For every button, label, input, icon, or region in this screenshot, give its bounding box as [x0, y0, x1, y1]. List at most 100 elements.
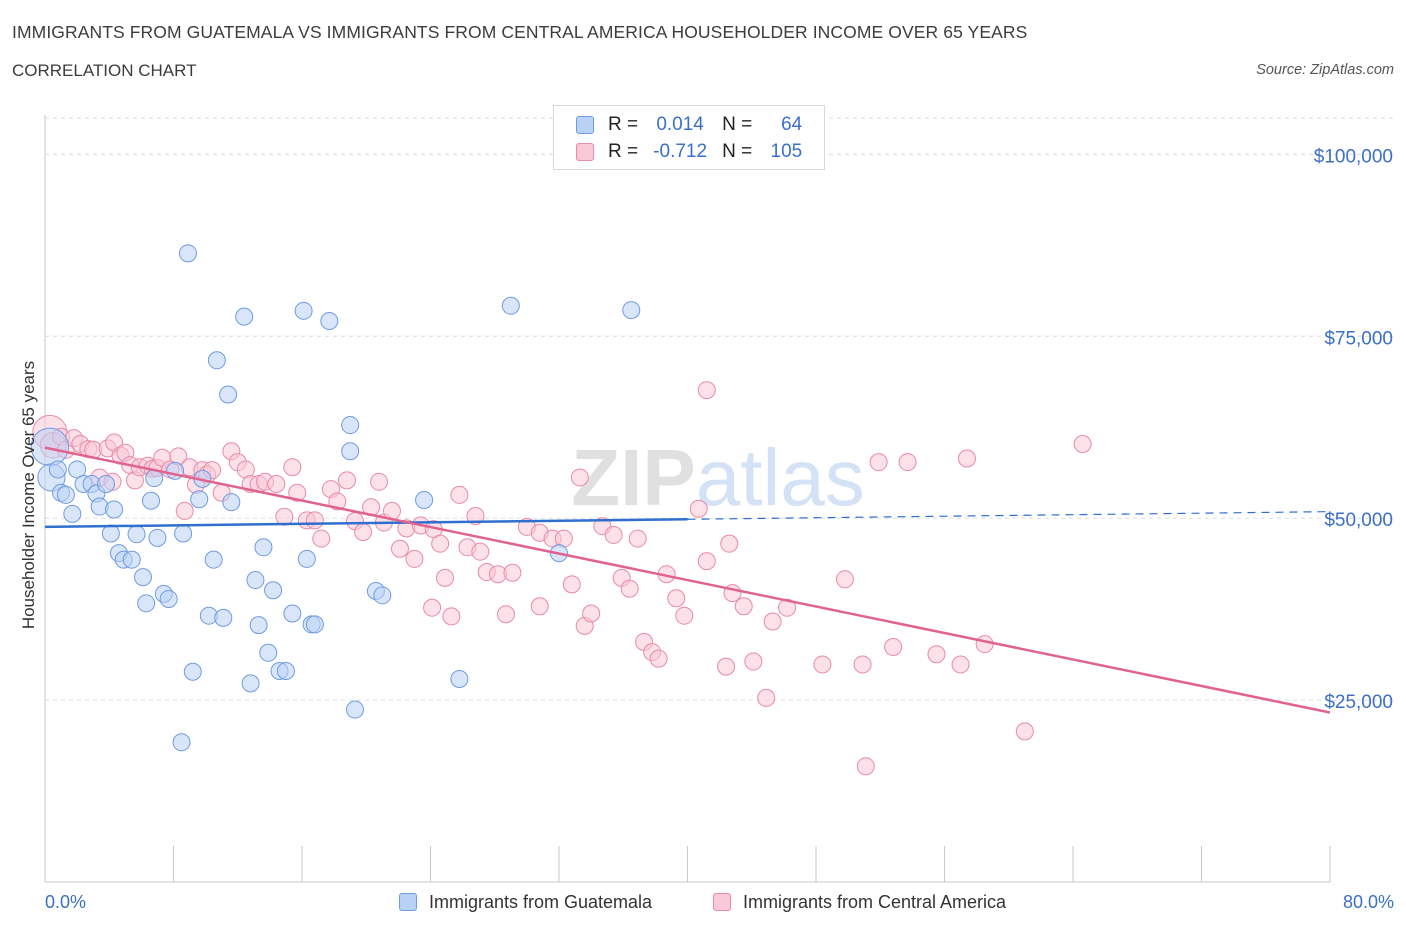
central-america-point	[957, 449, 976, 468]
trend-line-guatemala	[44, 518, 688, 529]
y-tick-label: $25,000	[1324, 692, 1393, 713]
guatemala-point	[415, 491, 434, 509]
central-america-point	[667, 589, 686, 608]
x-tick-min: 0.0%	[45, 892, 87, 912]
guatemala-point	[105, 500, 124, 519]
central-america-point	[628, 529, 647, 548]
central-america-point	[354, 523, 373, 542]
x-tick-max: 80.0%	[1342, 892, 1394, 912]
central-america-point	[813, 655, 832, 674]
legend-r-label: R =	[608, 114, 639, 135]
central-america-point	[267, 474, 286, 493]
central-america-point	[530, 597, 549, 616]
central-america-point	[496, 605, 515, 624]
central-america-point	[689, 499, 708, 518]
central-america-point	[466, 507, 485, 526]
guatemala-point	[259, 643, 278, 662]
central-america-point	[582, 604, 601, 623]
guatemala-point	[501, 296, 520, 315]
central-america-point	[405, 549, 424, 568]
legend-swatch-guatemala	[576, 116, 594, 134]
central-america-point	[720, 534, 739, 553]
central-america-point	[763, 612, 782, 631]
guatemala-point	[294, 301, 313, 320]
guatemala-point	[207, 351, 226, 370]
guatemala-point	[276, 661, 295, 680]
chart-subtitle: CORRELATION CHART	[12, 61, 197, 80]
central-america-point	[431, 534, 450, 553]
central-america-point	[734, 597, 753, 616]
guatemala-point	[235, 307, 254, 326]
central-america-point	[898, 453, 917, 472]
legend-label-guatemala: Immigrants from Guatemala	[429, 891, 653, 912]
grid-lines	[45, 117, 1395, 701]
central-america-point	[856, 757, 875, 776]
central-america-point	[697, 381, 716, 400]
guatemala-point	[48, 460, 67, 479]
legend-n-label: N =	[722, 114, 753, 135]
central-america-point	[423, 598, 442, 617]
y-tick-labels: $25,000 $50,000 $75,000 $100,000	[1314, 146, 1393, 713]
guatemala-point	[122, 550, 141, 569]
central-america-point	[275, 507, 294, 526]
guatemala-point	[297, 549, 316, 568]
legend-swatch-central-america	[713, 893, 731, 911]
central-america-point	[951, 655, 970, 674]
legend-swatch-central-america	[576, 143, 594, 161]
guatemala-point	[450, 669, 469, 688]
legend-label-central-america: Immigrants from Central America	[743, 891, 1007, 912]
guatemala-point	[159, 589, 178, 608]
guatemala-point	[373, 586, 392, 605]
central-america-point	[175, 501, 194, 520]
central-america-point	[337, 471, 356, 490]
central-america-point	[744, 652, 763, 671]
guatemala-point	[101, 524, 120, 543]
central-america-point	[1015, 722, 1034, 741]
guatemala-point	[246, 571, 265, 590]
central-america-point	[757, 688, 776, 707]
central-america-point	[884, 637, 903, 656]
guatemala-point	[172, 733, 191, 752]
legend-n-value: 64	[781, 114, 803, 135]
guatemala-point	[341, 442, 360, 461]
legend-row-central-america: R = -0.712 N = 105	[576, 140, 802, 164]
central-america-point	[442, 607, 461, 626]
central-america-point	[853, 655, 872, 674]
guatemala-point	[241, 674, 260, 693]
guatemala-point	[320, 312, 339, 331]
legend-r-label: R =	[608, 141, 639, 162]
central-america-point	[370, 472, 389, 491]
series-guatemala	[30, 244, 641, 752]
legend-n-value: 105	[770, 141, 803, 162]
series-central-america	[32, 381, 1092, 776]
guatemala-point	[214, 608, 233, 627]
central-america-point	[717, 657, 736, 676]
central-america-point	[471, 542, 490, 561]
central-america-point	[927, 645, 946, 664]
legend-r-value: 0.014	[656, 114, 704, 135]
central-america-point	[570, 468, 589, 487]
source-label: Source: ZipAtlas.com	[1256, 62, 1394, 78]
trend-line-guatemala-extension	[687, 511, 1331, 520]
central-america-point	[390, 539, 409, 558]
central-america-point	[869, 453, 888, 472]
guatemala-point	[346, 700, 365, 719]
guatemala-point	[142, 491, 161, 510]
guatemala-point	[63, 504, 82, 523]
legend-r-value: -0.712	[653, 141, 708, 162]
central-america-point	[620, 579, 639, 598]
guatemala-point	[56, 485, 75, 504]
central-america-point	[435, 568, 454, 587]
y-tick-label: $75,000	[1324, 328, 1393, 349]
guatemala-point	[204, 550, 223, 569]
legend-n-label: N =	[722, 141, 753, 162]
guatemala-point	[148, 528, 167, 547]
central-america-point	[778, 598, 797, 617]
axes	[44, 115, 1331, 883]
guatemala-point	[190, 490, 209, 509]
correlation-legend: R = 0.014 N = 64 R = -0.712 N = 105	[553, 105, 825, 170]
guatemala-point	[254, 538, 273, 557]
guatemala-point	[219, 385, 238, 404]
central-america-point	[835, 570, 854, 589]
